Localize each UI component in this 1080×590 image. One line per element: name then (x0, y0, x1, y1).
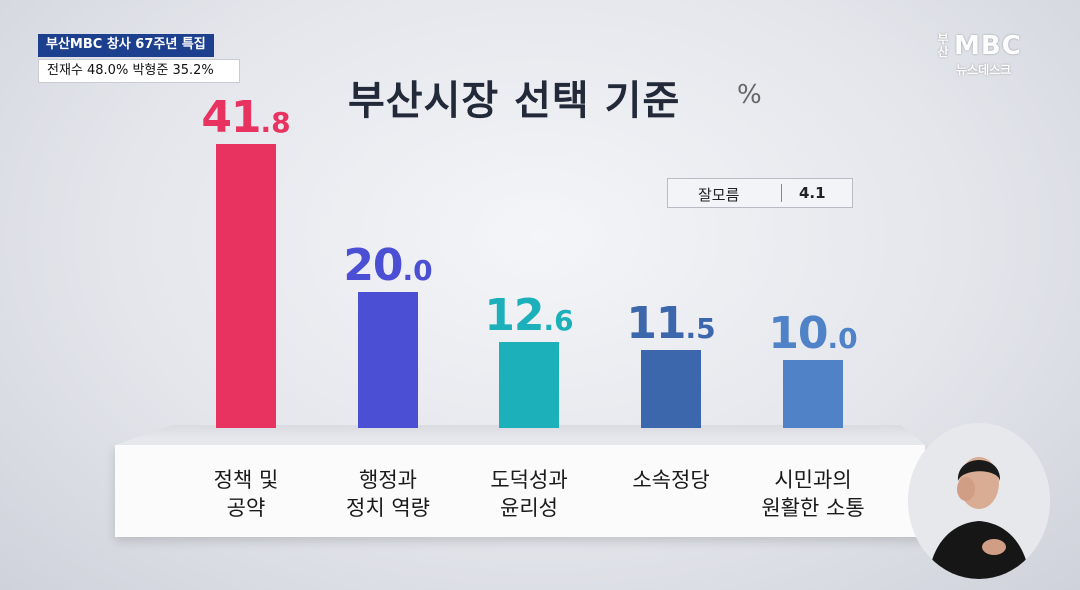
logo-city: 부산 (937, 32, 949, 59)
value-label-1: 41.8 (201, 92, 291, 143)
divider (781, 184, 782, 202)
caption-title: 부산MBC 창사 67주년 특집 (38, 34, 214, 57)
bar-1 (216, 144, 276, 428)
category-label-3: 도덕성과 윤리성 (490, 468, 568, 520)
caption: 부산MBC 창사 67주년 특집 전재수 48.0% 박형준 35.2% (38, 33, 240, 83)
category-label-1: 정책 및 공약 (213, 468, 279, 520)
value-label-4: 11.5 (626, 297, 716, 349)
value-label-2: 20.0 (343, 240, 433, 292)
unit-label: % (737, 80, 762, 110)
category-platform (115, 445, 925, 537)
dont-know-value: 4.1 (799, 184, 826, 202)
bar-4 (641, 349, 701, 428)
logo-program: 뉴스데스크 (956, 63, 1012, 77)
platform-top (115, 425, 925, 445)
category-label-2: 행정과 정치 역량 (346, 468, 430, 520)
bar-5 (783, 360, 843, 428)
category-label-4: 소속정당 (632, 468, 710, 492)
broadcaster-logo: 부산 MBC 뉴스데스크 (934, 31, 1022, 78)
value-label-3: 12.6 (484, 290, 574, 342)
category-label-5: 시민과의 원활한 소통 (761, 468, 865, 520)
caption-poll-summary: 전재수 48.0% 박형준 35.2% (38, 59, 240, 83)
bar-2 (358, 292, 418, 428)
dont-know-note: 잘모름 4.1 (667, 178, 853, 208)
bar-3 (499, 342, 559, 428)
value-label-5: 10.0 (768, 308, 858, 360)
dont-know-label: 잘모름 (698, 186, 740, 204)
sign-language-interpreter (908, 423, 1050, 579)
chart-title: 부산시장 선택 기준 (348, 78, 681, 124)
logo-brand: MBC (954, 31, 1022, 61)
